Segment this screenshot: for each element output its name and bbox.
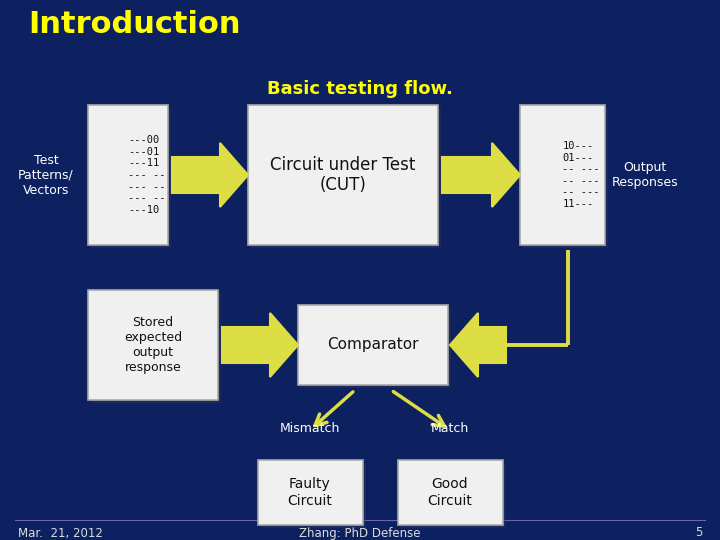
Text: Match: Match [431, 422, 469, 435]
Bar [261, 463, 366, 528]
Text: Test
Patterns/
Vectors: Test Patterns/ Vectors [18, 153, 73, 197]
Bar [248, 105, 438, 245]
Bar [301, 308, 451, 388]
Text: Good
Circuit: Good Circuit [428, 477, 472, 508]
Polygon shape [172, 143, 248, 207]
Text: Mar.  21, 2012: Mar. 21, 2012 [18, 526, 103, 539]
Polygon shape [450, 313, 506, 377]
Bar [298, 305, 448, 385]
Polygon shape [222, 313, 298, 377]
Bar [251, 108, 441, 248]
Text: 10---
01---
-- ---
-- ---
-- ---
11---: 10--- 01--- -- --- -- --- -- --- 11--- [562, 141, 600, 209]
Bar [400, 463, 505, 528]
Polygon shape [442, 143, 520, 207]
Text: Faulty
Circuit: Faulty Circuit [287, 477, 333, 508]
Text: Output
Responses: Output Responses [612, 161, 679, 189]
Bar [523, 108, 608, 248]
Text: Zhang: PhD Defense: Zhang: PhD Defense [300, 526, 420, 539]
Text: Comparator: Comparator [328, 338, 419, 353]
Bar [88, 290, 218, 400]
Text: Basic testing flow.: Basic testing flow. [267, 80, 453, 98]
Bar [91, 108, 171, 248]
Text: Circuit under Test
(CUT): Circuit under Test (CUT) [270, 156, 415, 194]
Bar [258, 460, 362, 525]
Text: Introduction: Introduction [28, 10, 240, 39]
Bar [88, 105, 168, 245]
Text: Stored
expected
output
response: Stored expected output response [124, 316, 182, 374]
Text: Mismatch: Mismatch [280, 422, 340, 435]
Bar [397, 460, 503, 525]
Bar [520, 105, 605, 245]
Text: 5: 5 [695, 526, 702, 539]
Bar [91, 293, 221, 403]
Text: ---00
---01
---11
--- --
--- --
--- --
---10: ---00 ---01 ---11 --- -- --- -- --- -- -… [128, 135, 166, 215]
